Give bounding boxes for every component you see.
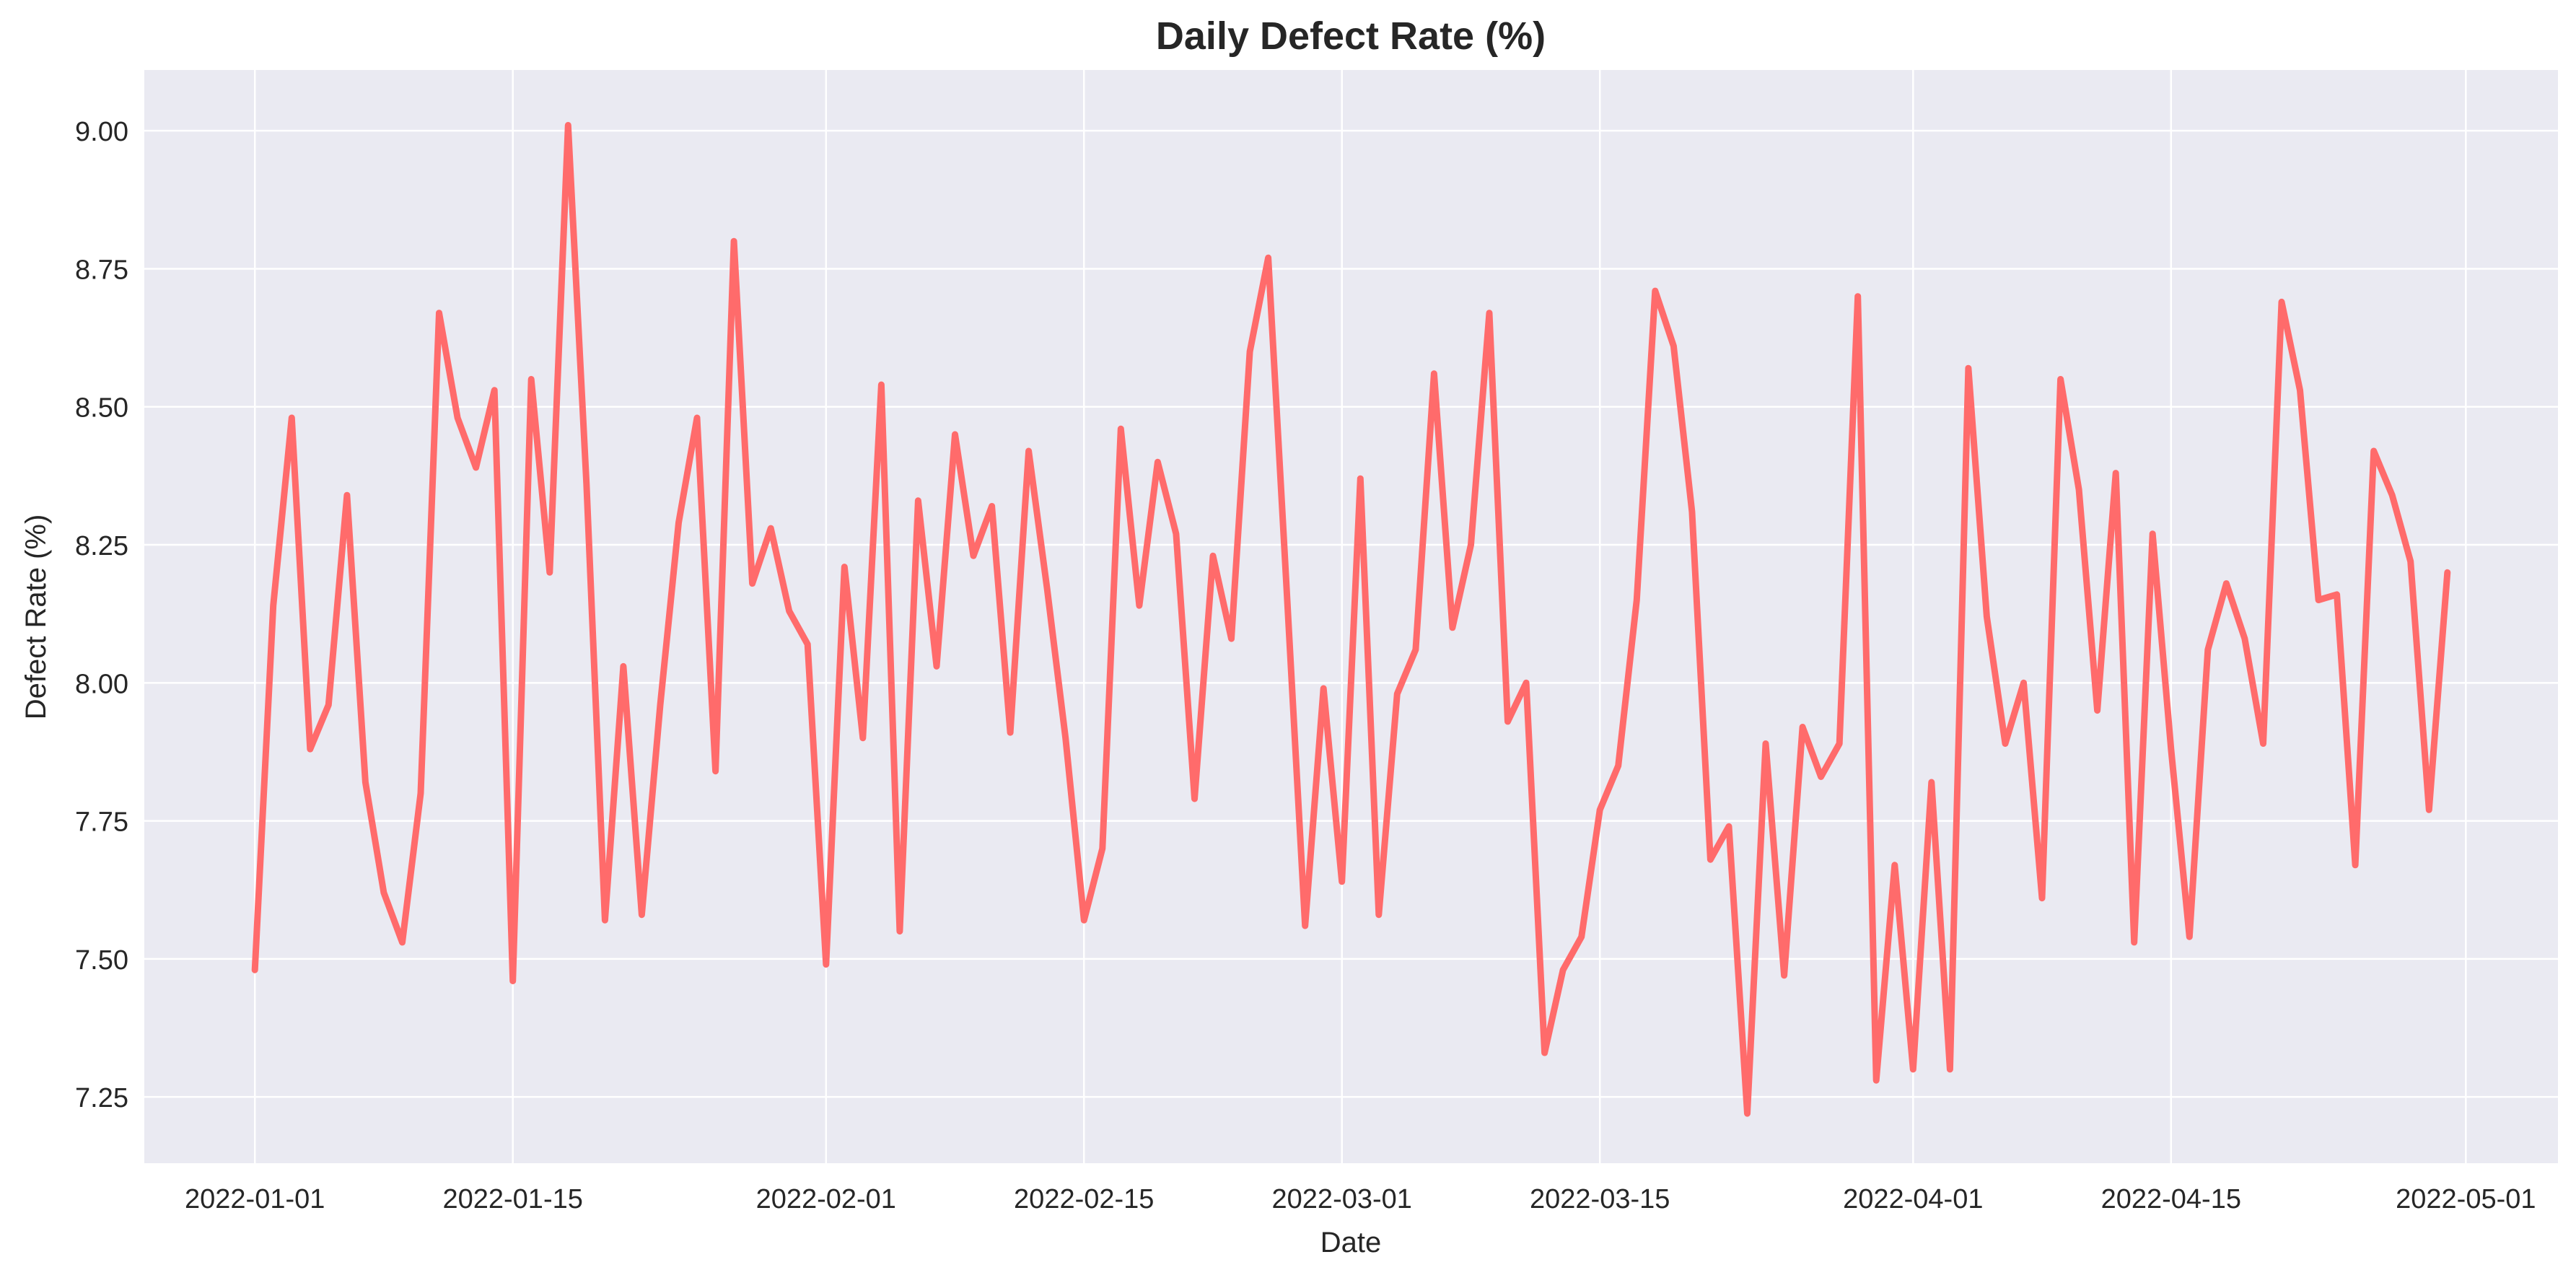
x-tick-label: 2022-01-01 (185, 1184, 325, 1214)
series-layer (251, 122, 2451, 1117)
y-tick-label: 8.25 (75, 531, 128, 561)
x-axis-label: Date (1320, 1227, 1382, 1258)
y-tick-label: 7.75 (75, 807, 128, 838)
x-tick-label: 2022-02-15 (1014, 1184, 1154, 1214)
x-tick-label: 2022-03-01 (1272, 1184, 1412, 1214)
y-tick-label: 8.50 (75, 393, 128, 424)
x-tick-label: 2022-04-01 (1843, 1184, 1983, 1214)
y-tick-label: 7.25 (75, 1083, 128, 1113)
x-axis-ticks: 2022-01-01 2022-01-15 2022-02-01 2022-02-15… (185, 1184, 2536, 1214)
series-line-defect-rate (251, 122, 2451, 1117)
x-tick-label: 2022-02-01 (756, 1184, 896, 1214)
y-tick-label: 7.50 (75, 945, 128, 976)
y-tick-label: 9.00 (75, 117, 128, 147)
y-tick-label: 8.75 (75, 255, 128, 285)
y-axis-label: Defect Rate (%) (20, 514, 52, 720)
y-tick-label: 8.00 (75, 669, 128, 699)
y-axis-ticks: 7.25 7.50 7.75 8.00 8.25 8.50 8.75 9.00 (75, 117, 128, 1113)
chart-title: Daily Defect Rate (%) (1156, 14, 1546, 58)
x-tick-label: 2022-03-15 (1530, 1184, 1670, 1214)
x-tick-label: 2022-04-15 (2101, 1184, 2241, 1214)
x-tick-label: 2022-01-15 (442, 1184, 582, 1214)
x-tick-label: 2022-05-01 (2396, 1184, 2536, 1214)
